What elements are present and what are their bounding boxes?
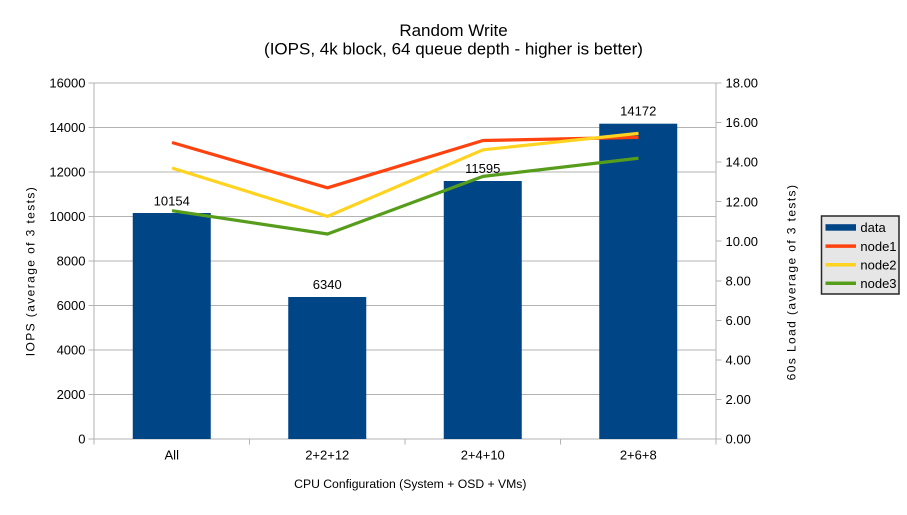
svg-text:11595: 11595: [465, 161, 500, 176]
svg-text:10000: 10000: [49, 209, 85, 224]
svg-text:2000: 2000: [57, 387, 86, 402]
svg-text:8000: 8000: [57, 254, 86, 269]
svg-text:60s Load (average of 3 tests): 60s Load (average of 3 tests): [785, 184, 799, 381]
svg-text:node1: node1: [860, 239, 896, 254]
svg-text:10.00: 10.00: [726, 234, 759, 249]
svg-text:4000: 4000: [57, 343, 86, 358]
svg-text:10154: 10154: [154, 193, 190, 208]
svg-text:14172: 14172: [620, 103, 656, 118]
svg-text:14000: 14000: [49, 120, 85, 135]
svg-text:2.00: 2.00: [726, 392, 751, 407]
svg-text:Random Write: Random Write: [399, 21, 507, 40]
svg-text:0.00: 0.00: [726, 432, 751, 447]
svg-text:18.00: 18.00: [726, 76, 759, 91]
svg-text:(IOPS, 4k block, 64 queue dept: (IOPS, 4k block, 64 queue depth - higher…: [264, 39, 643, 58]
svg-text:4.00: 4.00: [726, 352, 751, 367]
svg-text:12.00: 12.00: [726, 194, 759, 209]
svg-text:IOPS (average of 3 tests): IOPS (average of 3 tests): [24, 186, 38, 356]
svg-text:6000: 6000: [57, 298, 86, 313]
svg-text:14.00: 14.00: [726, 155, 759, 170]
svg-text:node2: node2: [860, 257, 896, 272]
svg-text:2+6+8: 2+6+8: [620, 448, 657, 463]
svg-text:16.00: 16.00: [726, 115, 759, 130]
svg-text:0: 0: [78, 432, 85, 447]
svg-text:All: All: [165, 448, 180, 463]
svg-text:2+2+12: 2+2+12: [305, 448, 349, 463]
svg-text:CPU Configuration (System + OS: CPU Configuration (System + OSD + VMs): [294, 477, 526, 491]
svg-text:6340: 6340: [313, 277, 342, 292]
svg-text:16000: 16000: [49, 76, 85, 91]
svg-text:2+4+10: 2+4+10: [461, 448, 505, 463]
svg-text:node3: node3: [860, 276, 896, 291]
svg-text:12000: 12000: [49, 165, 85, 180]
svg-text:8.00: 8.00: [726, 273, 751, 288]
svg-text:6.00: 6.00: [726, 313, 751, 328]
svg-text:data: data: [860, 220, 886, 235]
